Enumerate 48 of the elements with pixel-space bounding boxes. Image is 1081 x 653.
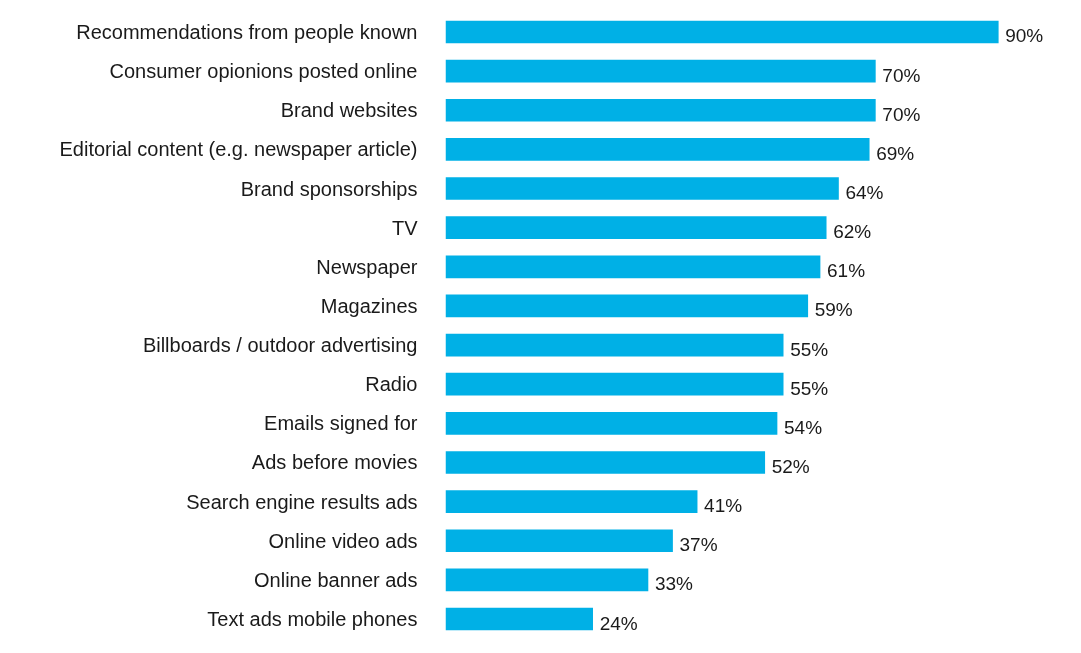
y-tick-label: Consumer opionions posted online bbox=[109, 60, 418, 83]
bar bbox=[445, 177, 839, 200]
data-label: 52% bbox=[771, 455, 810, 477]
data-label: 70% bbox=[882, 103, 921, 125]
bar bbox=[445, 294, 809, 318]
bar bbox=[445, 568, 649, 592]
data-label: 37% bbox=[679, 534, 718, 556]
y-tick-label: Magazines bbox=[320, 294, 418, 317]
bar bbox=[445, 138, 870, 161]
y-tick-label: Newspaper bbox=[316, 255, 418, 278]
data-label: 69% bbox=[876, 142, 915, 164]
bar bbox=[445, 59, 876, 83]
y-tick-label: Search engine results ads bbox=[186, 490, 418, 513]
y-tick-label: TV bbox=[391, 216, 419, 239]
bar bbox=[445, 490, 698, 513]
y-tick-label: Text ads mobile phones bbox=[207, 608, 418, 631]
y-tick-label: Online video ads bbox=[268, 529, 418, 552]
y-tick-label: Radio bbox=[365, 373, 418, 396]
y-tick-label: Editorial content (e.g. newspaper article) bbox=[59, 138, 418, 161]
y-tick-label: Emails signed for bbox=[264, 412, 418, 435]
y-tick-label: Brand sponsorships bbox=[240, 177, 418, 200]
bar bbox=[445, 216, 827, 240]
data-label: 90% bbox=[1005, 25, 1044, 47]
bar bbox=[445, 451, 766, 474]
bar bbox=[445, 20, 999, 44]
data-label: 70% bbox=[882, 64, 921, 86]
bar bbox=[445, 333, 784, 357]
data-label: 33% bbox=[654, 573, 694, 595]
data-label: 24% bbox=[599, 612, 638, 634]
data-label: 59% bbox=[814, 299, 853, 321]
bar bbox=[445, 372, 784, 396]
bar bbox=[445, 411, 778, 435]
y-tick-label: Billboards / outdoor advertising bbox=[142, 334, 418, 357]
bar bbox=[445, 255, 821, 279]
y-tick-label: Ads before movies bbox=[251, 451, 418, 474]
data-label: 61% bbox=[827, 260, 866, 282]
y-tick-label: Recommendations from people known bbox=[76, 20, 418, 43]
data-label: 55% bbox=[790, 377, 829, 399]
bar bbox=[445, 98, 876, 122]
bar bbox=[445, 529, 673, 553]
bar bbox=[445, 607, 593, 631]
y-tick-label: Brand websites bbox=[280, 99, 418, 122]
data-label: 55% bbox=[790, 338, 829, 360]
y-tick-label: Online banner ads bbox=[254, 568, 418, 591]
data-label: 62% bbox=[833, 221, 872, 243]
data-label: 64% bbox=[845, 182, 884, 204]
data-label: 54% bbox=[784, 416, 823, 438]
data-label: 41% bbox=[704, 495, 743, 517]
